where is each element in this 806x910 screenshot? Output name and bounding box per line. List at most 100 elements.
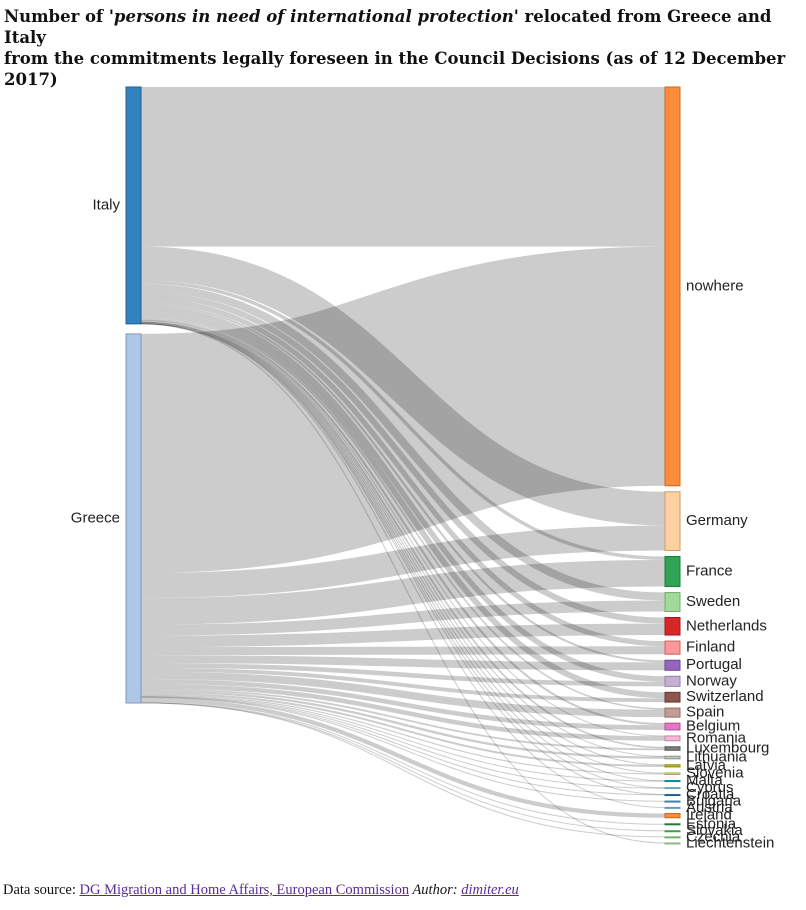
link-greece-to-latvia	[140, 692, 666, 767]
link-italy-to-netherlands	[140, 291, 666, 624]
label-slovakia: Slovakia	[686, 822, 743, 839]
link-greece-to-finland	[140, 646, 666, 656]
link-greece-to-cyprus	[140, 696, 666, 789]
link-greece-to-lithuania	[140, 690, 666, 759]
label-norway: Norway	[686, 672, 737, 689]
link-italy-to-belgium	[140, 317, 666, 726]
label-ireland: Ireland	[686, 807, 732, 824]
label-sweden: Sweden	[686, 593, 740, 610]
node-slovenia	[664, 772, 681, 775]
link-italy-to-norway	[140, 305, 666, 682]
label-romania: Romania	[686, 729, 747, 746]
link-greece-to-sweden	[140, 600, 666, 636]
label-belgium: Belgium	[686, 718, 740, 735]
sankey-chart: Italy Greece nowhere Germany France Sweden Net…	[71, 86, 774, 851]
footer: Data source: DG Migration and Home Affai…	[3, 882, 519, 899]
node-portugal	[664, 659, 681, 671]
data-source-label: Data source:	[3, 882, 80, 898]
label-cyprus: Cyprus	[686, 779, 734, 796]
author-label: Author:	[409, 882, 462, 898]
link-greece-to-switzerland	[140, 667, 666, 703]
link-greece-to-norway	[140, 663, 666, 687]
title-line1-rest: relocated from Greece and Italy	[4, 7, 772, 47]
node-bulgaria	[664, 800, 681, 803]
title-prefix: Number of	[4, 7, 109, 26]
label-liechtenstein: Liechtenstein	[686, 834, 774, 851]
chart-title: Number of 'persons in need of internatio…	[4, 6, 794, 90]
label-switzerland: Switzerland	[686, 688, 764, 705]
link-italy-to-croatia	[140, 323, 666, 796]
node-switzerland	[664, 691, 681, 703]
label-lithuania: Lithuania	[686, 748, 748, 765]
link-italy-to-switzerland	[140, 310, 666, 699]
link-italy-to-liechtenstein	[140, 323, 666, 844]
node-latvia	[664, 764, 681, 768]
link-italy-to-luxembourg	[140, 320, 666, 749]
link-italy-to-cyprus	[140, 322, 666, 789]
label-croatia: Croatia	[686, 786, 735, 803]
link-greece-to-netherlands	[140, 623, 666, 648]
link-greece-to-germany	[140, 525, 666, 599]
node-liechtenstein	[664, 842, 681, 845]
label-bulgaria: Bulgaria	[686, 793, 742, 810]
node-lithuania	[664, 755, 681, 760]
link-italy-to-finland	[140, 297, 666, 647]
label-slovenia: Slovenia	[686, 765, 744, 782]
link-greece-to-estonia	[140, 701, 666, 825]
node-netherlands	[664, 617, 681, 636]
title-italic-term: 'persons in need of international protec…	[108, 7, 519, 26]
node-croatia	[664, 794, 681, 797]
author-link[interactable]: dimiter.eu	[461, 882, 519, 898]
node-cyprus	[664, 787, 681, 790]
node-ireland	[664, 812, 681, 819]
label-czechia: Czechia	[686, 828, 741, 845]
link-greece-to-france	[140, 559, 666, 625]
link-italy-to-france	[140, 280, 666, 560]
sankey-links	[140, 86, 666, 844]
link-greece-to-belgium	[140, 679, 666, 730]
link-greece-to-portugal	[140, 655, 666, 671]
label-estonia: Estonia	[686, 815, 737, 832]
node-france	[664, 556, 681, 588]
link-greece-to-luxembourg	[140, 688, 666, 751]
link-greece-to-romania	[140, 683, 666, 741]
label-greece: Greece	[71, 509, 120, 526]
label-luxembourg: Luxembourg	[686, 739, 769, 756]
label-finland: Finland	[686, 639, 735, 656]
node-austria	[664, 806, 681, 809]
label-latvia: Latvia	[686, 757, 727, 774]
link-greece-to-bulgaria	[140, 696, 666, 802]
link-italy-to-austria	[140, 323, 666, 808]
node-estonia	[664, 823, 681, 826]
link-greece-to-spain	[140, 671, 666, 718]
link-italy-to-lithuania	[140, 321, 666, 757]
link-italy-to-slovenia	[140, 322, 666, 774]
node-romania	[664, 735, 681, 742]
node-luxembourg	[664, 746, 681, 751]
node-czechia	[664, 836, 681, 839]
node-greece	[125, 333, 142, 704]
node-norway	[664, 675, 681, 687]
link-greece-to-slovenia	[140, 694, 666, 775]
node-finland	[664, 640, 681, 655]
node-malta	[664, 779, 681, 783]
node-italy	[125, 86, 142, 325]
link-italy-to-spain	[140, 316, 666, 710]
sankey-nodes	[125, 86, 681, 845]
link-italy-to-romania	[140, 319, 666, 737]
node-belgium	[664, 722, 681, 731]
label-nowhere: nowhere	[686, 277, 744, 294]
node-slovakia	[664, 830, 681, 833]
label-france: France	[686, 562, 733, 579]
link-italy-to-sweden	[140, 283, 666, 601]
node-sweden	[664, 592, 681, 613]
label-spain: Spain	[686, 704, 724, 721]
label-austria: Austria	[686, 799, 733, 816]
label-portugal: Portugal	[686, 656, 742, 673]
title-line2: from the commitments legally foreseen in…	[4, 49, 786, 89]
data-source-link[interactable]: DG Migration and Home Affairs, European …	[79, 882, 410, 898]
node-nowhere	[664, 86, 681, 487]
link-italy-to-latvia	[140, 321, 666, 766]
label-italy: Italy	[92, 196, 120, 213]
link-italy-to-germany	[140, 246, 666, 526]
